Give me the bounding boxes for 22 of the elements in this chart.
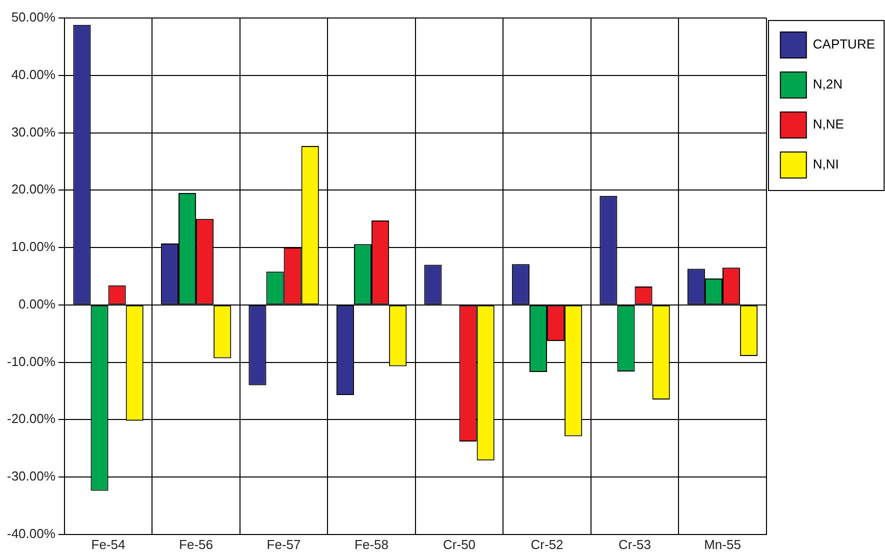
x-tick-label: Cr-53 — [618, 536, 652, 552]
y-tick-label: 30.00% — [11, 124, 56, 140]
y-tick-label: 10.00% — [11, 239, 56, 254]
y-tick-label: -30.00% — [7, 468, 56, 484]
x-tick-label: Fe-56 — [179, 536, 214, 552]
legend-label: N,NI — [812, 156, 839, 172]
x-tick-label: Fe-54 — [91, 536, 126, 552]
x-tick-label: Cr-50 — [443, 536, 476, 552]
legend-label: N,2N — [812, 76, 843, 92]
x-tick-label: Mn-55 — [704, 536, 741, 552]
x-tick-label: Fe-58 — [354, 536, 389, 552]
y-tick-label: -40.00% — [7, 526, 56, 541]
x-tick-label: Cr-52 — [530, 536, 564, 552]
legend-label: N,NE — [812, 116, 844, 132]
y-tick-label: 40.00% — [11, 66, 56, 82]
y-tick-label: 50.00% — [11, 10, 56, 25]
y-tick-label: -10.00% — [7, 354, 56, 369]
legend-label: CAPTURE — [812, 36, 876, 52]
y-tick-label: 20.00% — [11, 182, 56, 197]
y-tick-label: 0.00% — [18, 296, 56, 312]
y-tick-label: -20.00% — [7, 411, 56, 426]
x-tick-label: Fe-57 — [266, 536, 301, 552]
